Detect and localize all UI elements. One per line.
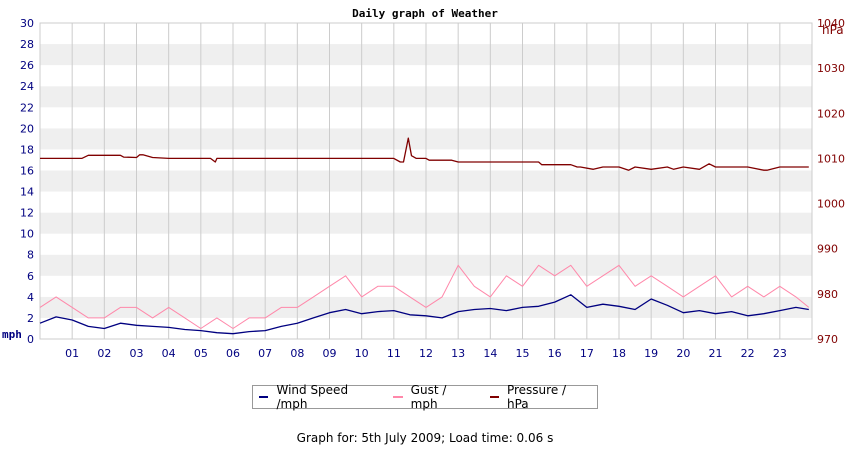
x-tick-label: 17 <box>580 347 594 360</box>
left-tick-label: 20 <box>20 122 34 135</box>
x-tick-label: 01 <box>65 347 79 360</box>
x-axis: 01 02 03 04 05 06 07 08 09 10 11 12 13 14 15 16 17 18 19 20… <box>65 347 787 360</box>
x-tick-label: 22 <box>741 347 755 360</box>
x-tick-label: 02 <box>97 347 111 360</box>
left-tick-label: 10 <box>20 228 34 241</box>
x-tick-label: 20 <box>676 347 690 360</box>
x-tick-label: 13 <box>451 347 465 360</box>
legend-swatch-pressure <box>489 396 499 398</box>
legend: Wind Speed /mph Gust / mph Pressure / hP… <box>252 383 598 411</box>
x-tick-label: 07 <box>258 347 272 360</box>
right-tick-label: 1000 <box>817 198 845 211</box>
x-tick-label: 08 <box>290 347 304 360</box>
right-tick-label: 990 <box>817 243 838 256</box>
left-tick-label: 22 <box>20 101 34 114</box>
x-tick-label: 12 <box>419 347 433 360</box>
x-tick-label: 04 <box>162 347 176 360</box>
right-tick-label: 1010 <box>817 152 845 165</box>
series-lines <box>39 137 810 335</box>
x-tick-label: 09 <box>323 347 337 360</box>
left-tick-label: 18 <box>20 143 34 156</box>
right-tick-label: 970 <box>817 333 838 346</box>
left-tick-label: 28 <box>20 38 34 51</box>
legend-item-wind: Wind Speed /mph <box>259 383 377 411</box>
left-tick-label: 16 <box>20 164 34 177</box>
legend-item-pressure: Pressure / hPa <box>489 383 588 411</box>
left-tick-label: 24 <box>20 80 34 93</box>
left-tick-label: 6 <box>27 270 34 283</box>
x-tick-label: 19 <box>644 347 658 360</box>
x-tick-label: 03 <box>130 347 144 360</box>
footer-status: Graph for: 5th July 2009; Load time: 0.0… <box>296 431 554 445</box>
x-tick-label: 23 <box>773 347 787 360</box>
right-tick-label: 1040 <box>817 17 845 30</box>
legend-swatch-wind <box>259 396 269 398</box>
left-tick-label: 0 <box>27 333 34 346</box>
series-line-pressure <box>40 137 809 171</box>
x-tick-label: 18 <box>612 347 626 360</box>
left-tick-label: 4 <box>27 291 34 304</box>
x-tick-label: 15 <box>516 347 530 360</box>
x-tick-label: 14 <box>483 347 497 360</box>
x-tick-label: 16 <box>548 347 562 360</box>
right-tick-label: 980 <box>817 288 838 301</box>
left-tick-label: 2 <box>27 312 34 325</box>
left-tick-label: 12 <box>20 207 34 220</box>
x-tick-label: 10 <box>355 347 369 360</box>
x-tick-label: 05 <box>194 347 208 360</box>
legend-swatch-gust <box>393 396 403 398</box>
legend-label-gust: Gust / mph <box>410 383 447 411</box>
left-axis-label: mph <box>2 328 22 341</box>
left-tick-label: 26 <box>20 59 34 72</box>
legend-item-gust: Gust / mph <box>393 383 473 411</box>
x-tick-label: 11 <box>387 347 401 360</box>
right-tick-label: 1030 <box>817 62 845 75</box>
x-tick-label: 21 <box>709 347 723 360</box>
x-tick-label: 06 <box>226 347 240 360</box>
plot-border <box>39 22 813 340</box>
right-tick-label: 1020 <box>817 107 845 120</box>
chart-title: Daily graph of Weather <box>352 7 498 20</box>
right-axis: 970 980 990 1000 1010 1020 1030 1040 <box>817 17 845 346</box>
left-tick-label: 8 <box>27 249 34 262</box>
series-line-wind-speed <box>39 294 809 335</box>
left-tick-label: 14 <box>20 186 34 199</box>
left-tick-label: 30 <box>20 17 34 30</box>
legend-label-wind: Wind Speed /mph <box>276 383 349 411</box>
legend-label-pressure: Pressure / hPa <box>506 383 567 411</box>
right-axis-label: hPa <box>822 23 844 37</box>
